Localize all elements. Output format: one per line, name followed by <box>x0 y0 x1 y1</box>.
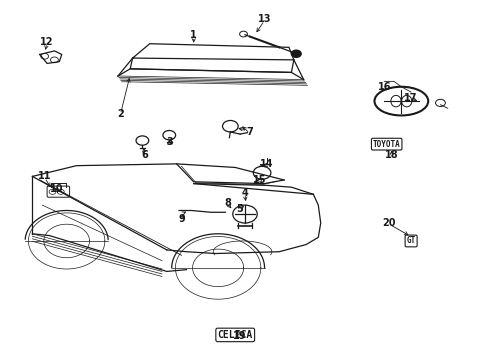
Text: 19: 19 <box>233 331 247 341</box>
Text: 6: 6 <box>142 150 148 160</box>
Text: 5: 5 <box>237 204 244 214</box>
Text: 9: 9 <box>178 215 185 224</box>
Text: 11: 11 <box>38 171 51 181</box>
Text: 4: 4 <box>242 188 248 198</box>
Text: 20: 20 <box>382 218 396 228</box>
Text: CELICA: CELICA <box>218 330 253 340</box>
Text: 17: 17 <box>404 93 418 103</box>
Text: GT: GT <box>407 237 416 246</box>
Text: 1: 1 <box>190 30 197 40</box>
Text: 7: 7 <box>246 127 253 136</box>
Text: 12: 12 <box>40 37 54 47</box>
Text: 8: 8 <box>224 198 231 208</box>
Text: TOYOTA: TOYOTA <box>373 140 400 149</box>
Text: 2: 2 <box>117 109 124 119</box>
Text: 10: 10 <box>50 184 64 194</box>
Text: 14: 14 <box>260 159 274 169</box>
Text: 15: 15 <box>253 175 267 185</box>
Circle shape <box>292 50 301 57</box>
Text: 16: 16 <box>377 82 391 92</box>
Text: 18: 18 <box>385 150 398 160</box>
Text: 3: 3 <box>166 138 172 147</box>
Text: 13: 13 <box>258 14 271 24</box>
